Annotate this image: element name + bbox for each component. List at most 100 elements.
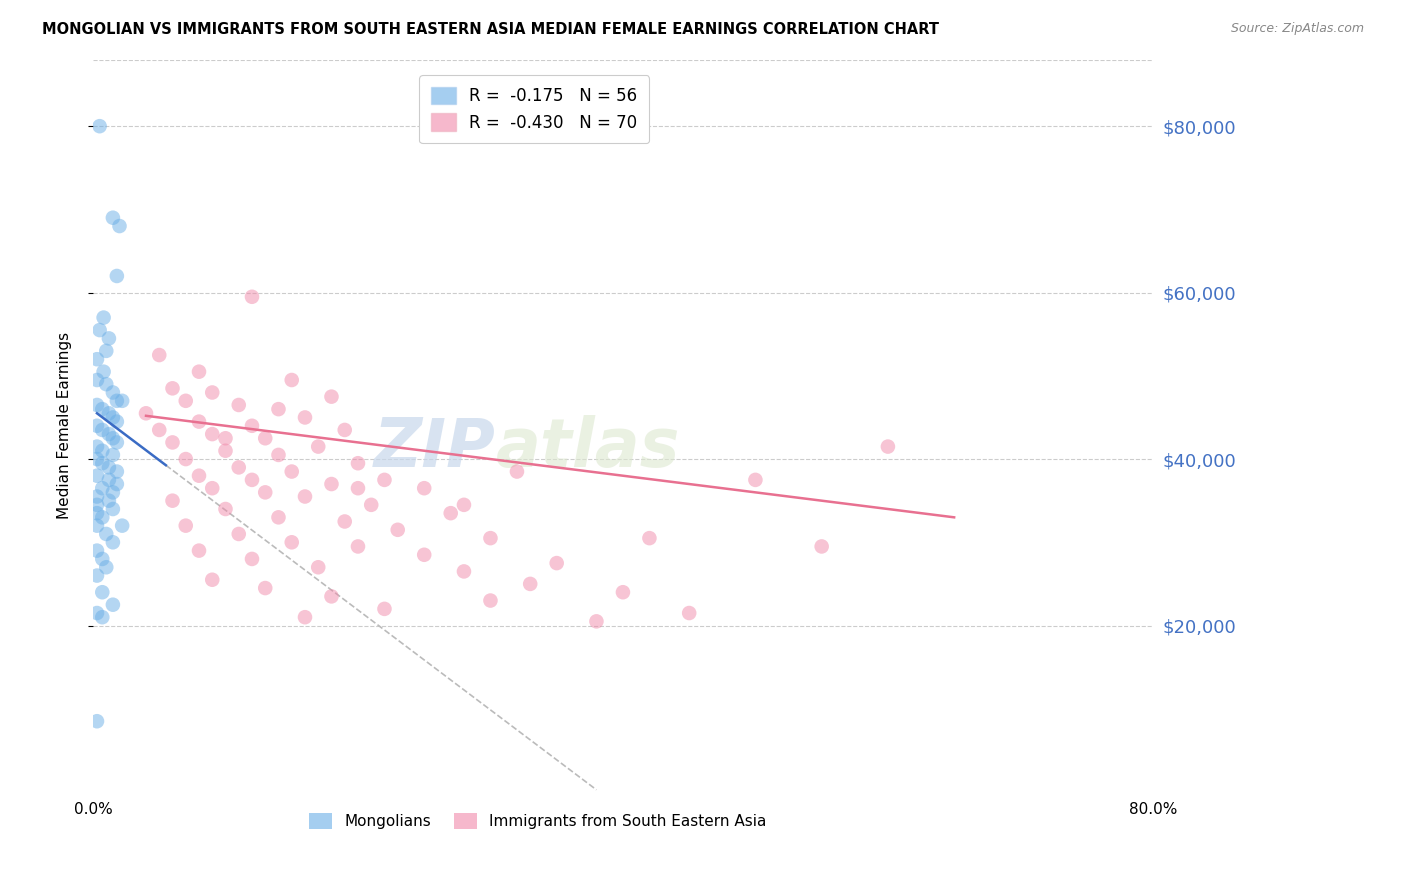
Point [86, 518, 108, 533]
Point [91, 443, 114, 458]
Point [240, 418, 263, 433]
Point [101, 385, 124, 400]
Point [135, 406, 157, 420]
Point [91, 481, 114, 495]
Point [519, 577, 541, 591]
Point [86, 490, 108, 504]
Point [111, 518, 134, 533]
Point [86, 468, 108, 483]
Point [86, 352, 108, 367]
Point [453, 498, 475, 512]
Text: atlas: atlas [496, 415, 681, 481]
Point [89, 323, 111, 337]
Point [188, 468, 211, 483]
Point [89, 119, 111, 133]
Point [97, 473, 120, 487]
Point [93, 310, 115, 325]
Point [201, 481, 224, 495]
Point [294, 490, 316, 504]
Point [97, 493, 120, 508]
Point [86, 398, 108, 412]
Point [174, 518, 197, 533]
Point [96, 343, 118, 358]
Point [162, 435, 184, 450]
Point [188, 543, 211, 558]
Point [479, 531, 502, 545]
Point [360, 498, 382, 512]
Point [96, 527, 118, 541]
Point [201, 427, 224, 442]
Point [321, 477, 343, 491]
Point [111, 393, 134, 408]
Point [638, 531, 661, 545]
Point [101, 211, 124, 225]
Point [91, 402, 114, 417]
Text: ZIP: ZIP [374, 415, 496, 481]
Point [162, 381, 184, 395]
Point [101, 485, 124, 500]
Point [810, 540, 832, 554]
Y-axis label: Median Female Earnings: Median Female Earnings [58, 332, 72, 519]
Point [321, 390, 343, 404]
Text: MONGOLIAN VS IMMIGRANTS FROM SOUTH EASTERN ASIA MEDIAN FEMALE EARNINGS CORRELATI: MONGOLIAN VS IMMIGRANTS FROM SOUTH EASTE… [42, 22, 939, 37]
Point [440, 506, 463, 520]
Point [91, 552, 114, 566]
Point [240, 290, 263, 304]
Point [333, 515, 356, 529]
Point [506, 465, 529, 479]
Point [294, 410, 316, 425]
Point [148, 348, 170, 362]
Point [413, 548, 436, 562]
Point [188, 365, 211, 379]
Point [174, 393, 197, 408]
Point [86, 714, 108, 729]
Legend: Mongolians, Immigrants from South Eastern Asia: Mongolians, Immigrants from South Easter… [304, 807, 773, 836]
Point [307, 440, 329, 454]
Point [105, 268, 128, 283]
Point [97, 406, 120, 420]
Point [201, 573, 224, 587]
Point [101, 502, 124, 516]
Text: Source: ZipAtlas.com: Source: ZipAtlas.com [1230, 22, 1364, 36]
Point [105, 465, 128, 479]
Point [174, 452, 197, 467]
Point [280, 535, 302, 549]
Point [321, 590, 343, 604]
Point [347, 481, 370, 495]
Point [86, 606, 108, 620]
Point [105, 477, 128, 491]
Point [347, 456, 370, 470]
Point [162, 493, 184, 508]
Point [373, 473, 395, 487]
Point [91, 423, 114, 437]
Point [214, 431, 236, 445]
Point [877, 440, 900, 454]
Point [93, 365, 115, 379]
Point [585, 615, 607, 629]
Point [91, 610, 114, 624]
Point [228, 527, 250, 541]
Point [479, 593, 502, 607]
Point [97, 427, 120, 442]
Point [108, 219, 131, 233]
Point [387, 523, 409, 537]
Point [612, 585, 634, 599]
Point [96, 560, 118, 574]
Point [546, 556, 568, 570]
Point [280, 373, 302, 387]
Point [280, 465, 302, 479]
Point [96, 377, 118, 392]
Point [86, 418, 108, 433]
Point [86, 506, 108, 520]
Point [91, 510, 114, 524]
Point [86, 568, 108, 582]
Point [744, 473, 766, 487]
Point [188, 415, 211, 429]
Point [148, 423, 170, 437]
Point [101, 598, 124, 612]
Point [201, 385, 224, 400]
Point [373, 602, 395, 616]
Point [240, 552, 263, 566]
Point [97, 460, 120, 475]
Point [214, 502, 236, 516]
